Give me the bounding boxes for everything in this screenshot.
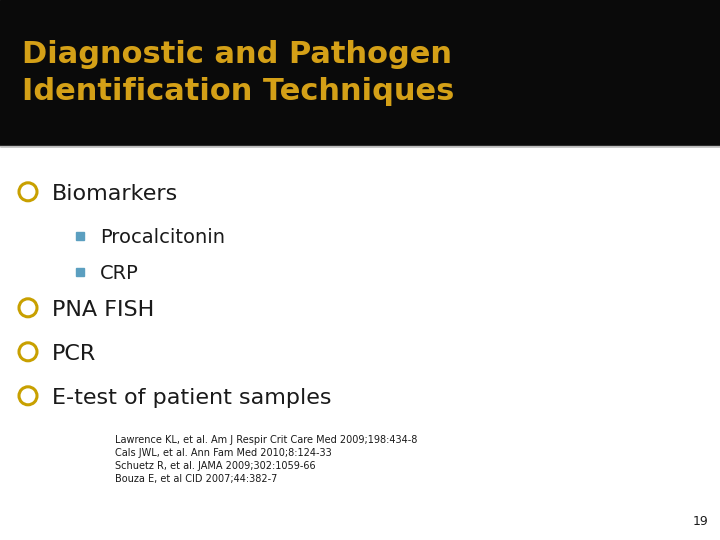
- Text: Biomarkers: Biomarkers: [52, 184, 179, 204]
- Text: E-test of patient samples: E-test of patient samples: [52, 388, 331, 408]
- Text: Schuetz R, et al. JAMA 2009;302:1059-66: Schuetz R, et al. JAMA 2009;302:1059-66: [115, 461, 315, 471]
- Bar: [76, 232, 84, 240]
- Bar: [0, 0, 720, 146]
- Text: PCR: PCR: [52, 344, 96, 364]
- Text: Bouza E, et al CID 2007;44:382-7: Bouza E, et al CID 2007;44:382-7: [115, 474, 277, 484]
- Text: CRP: CRP: [100, 264, 139, 283]
- Text: Procalcitonin: Procalcitonin: [100, 228, 225, 247]
- Text: 19: 19: [692, 515, 708, 528]
- Text: Lawrence KL, et al. Am J Respir Crit Care Med 2009;198:434-8: Lawrence KL, et al. Am J Respir Crit Car…: [115, 435, 418, 445]
- Text: Diagnostic and Pathogen
Identification Techniques: Diagnostic and Pathogen Identification T…: [22, 40, 454, 106]
- Text: Cals JWL, et al. Ann Fam Med 2010;8:124-33: Cals JWL, et al. Ann Fam Med 2010;8:124-…: [115, 448, 332, 458]
- Text: PNA FISH: PNA FISH: [52, 300, 154, 320]
- Bar: [76, 268, 84, 276]
